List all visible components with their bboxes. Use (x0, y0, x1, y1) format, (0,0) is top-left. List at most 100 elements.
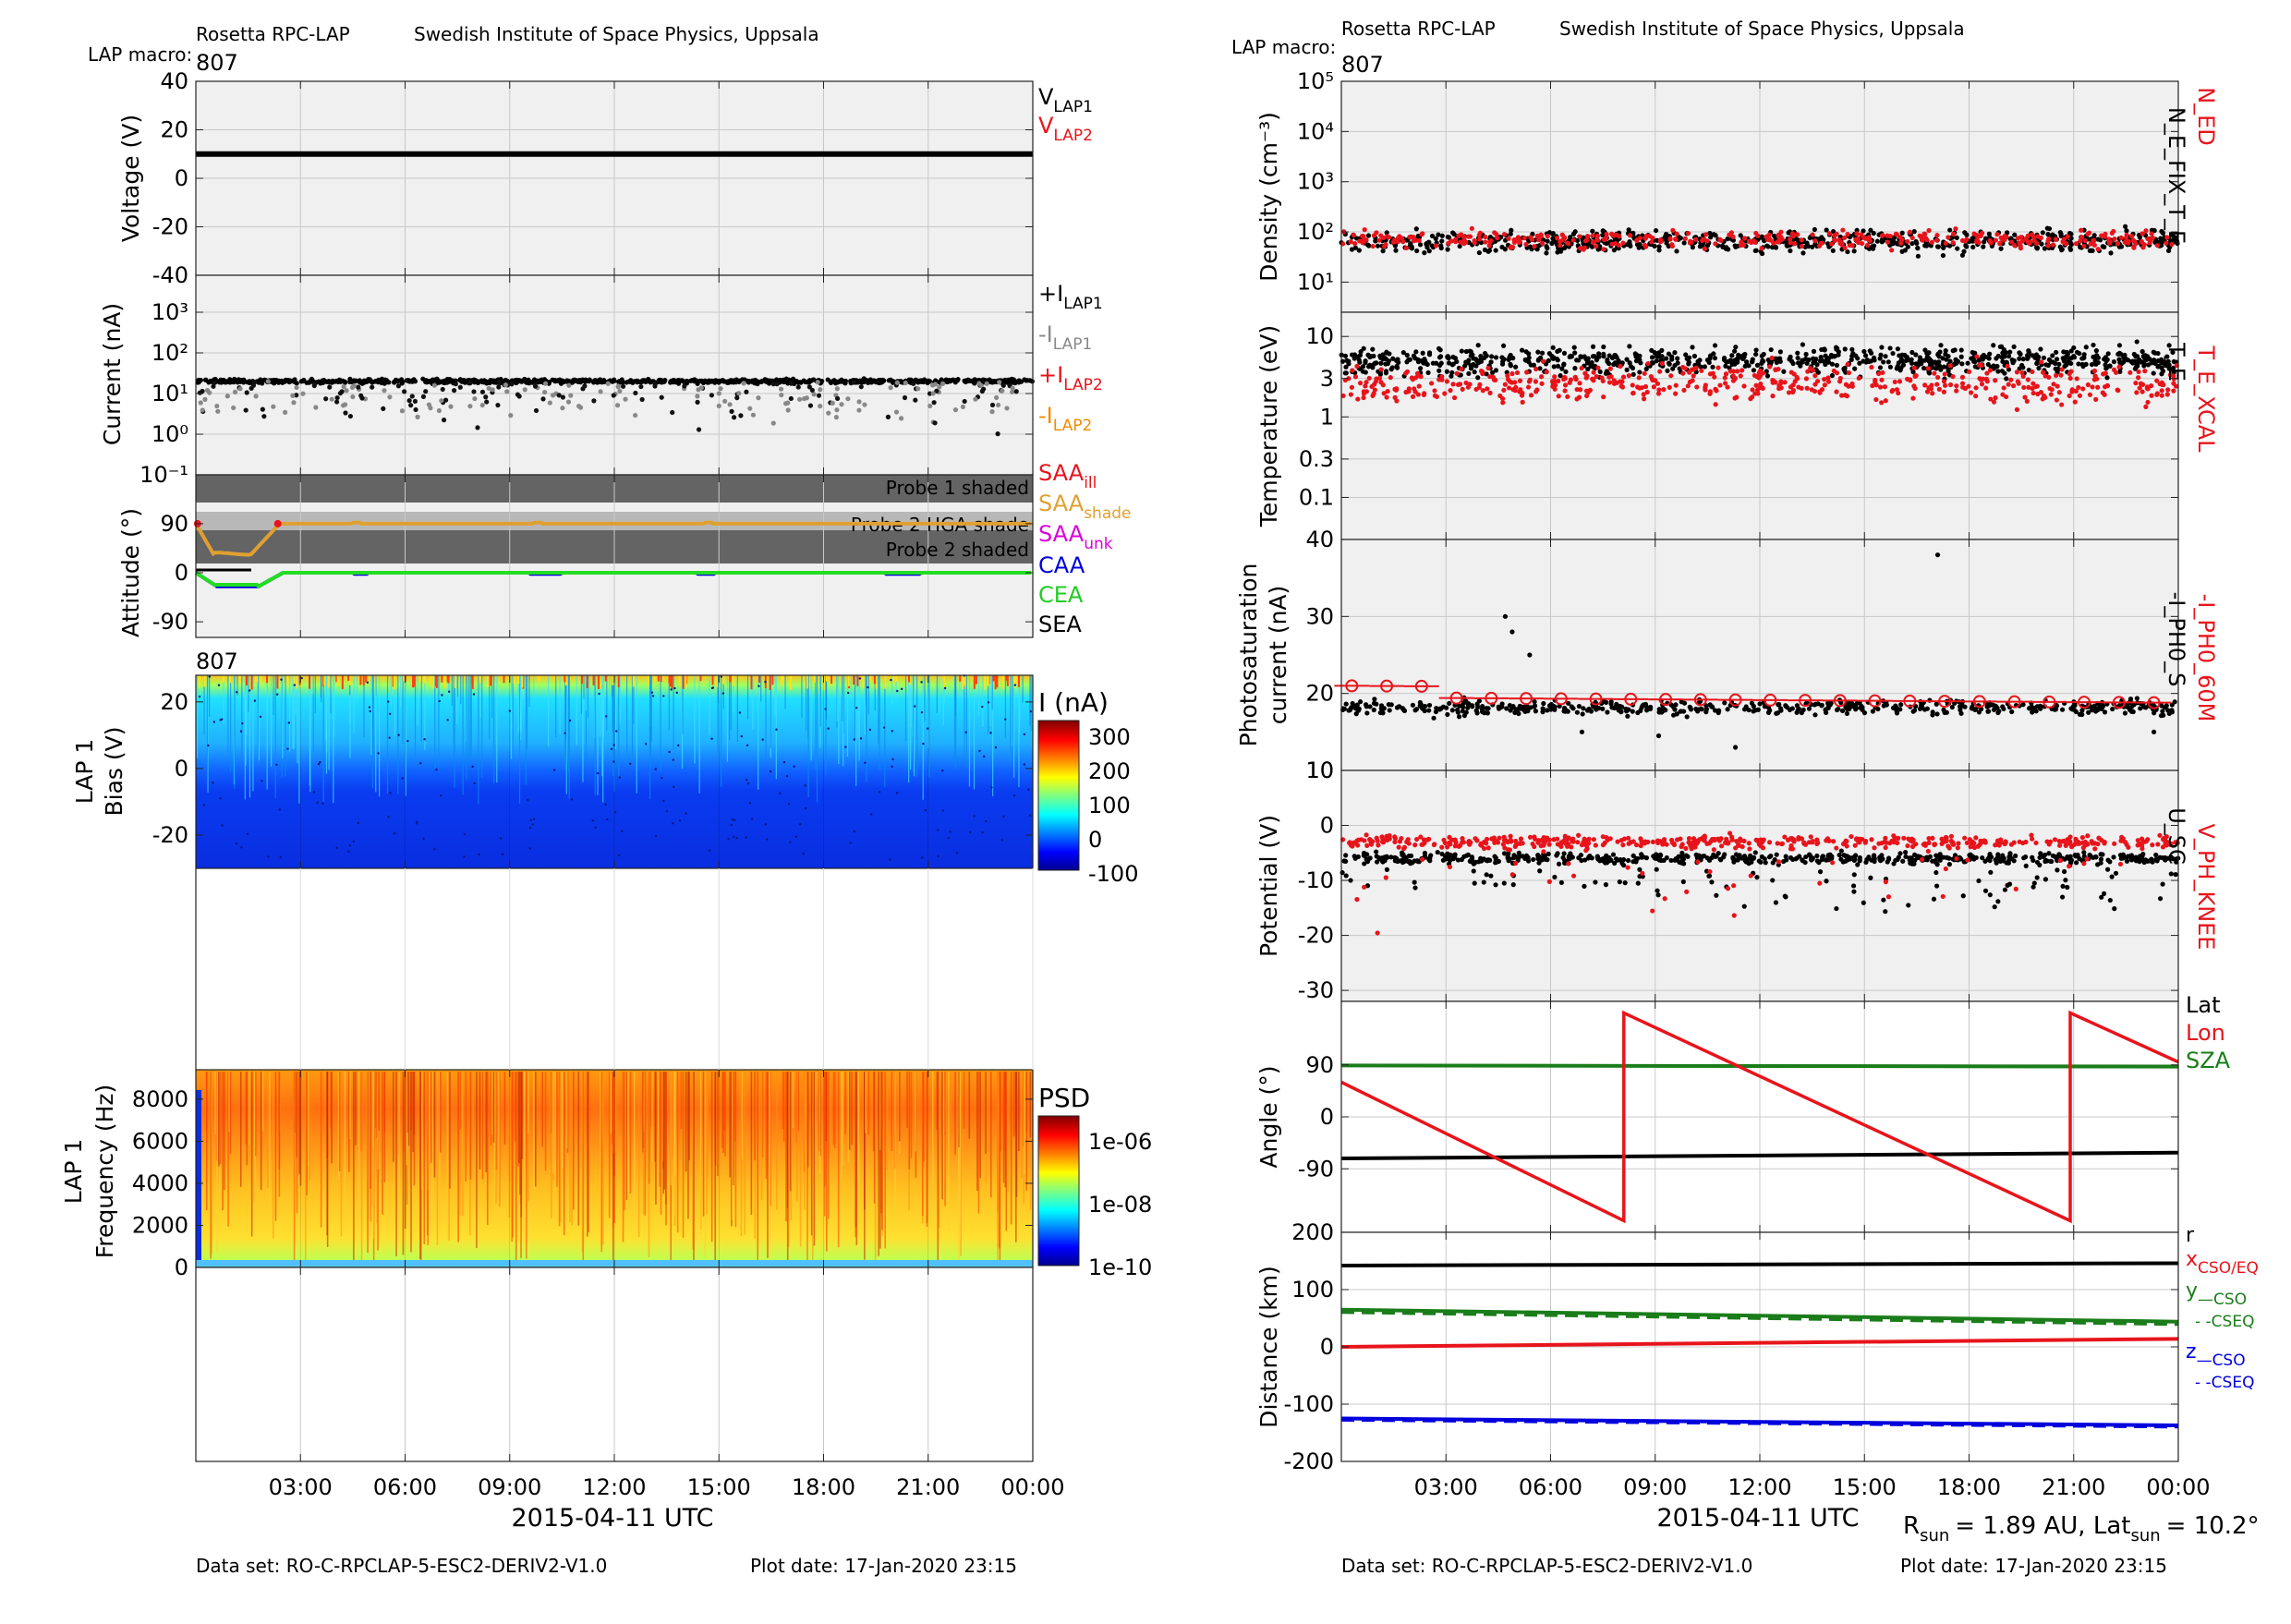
density-red-point (2046, 236, 2051, 241)
bias-speck (423, 738, 425, 740)
density-red-point (1595, 237, 1600, 242)
density-red-point (1688, 240, 1692, 245)
bias-speck (666, 810, 668, 812)
temperature-red-point (1528, 378, 1533, 382)
temperature-red-point (1912, 366, 1917, 370)
bias-speck (527, 799, 528, 801)
bias-speck (240, 846, 242, 848)
temperature-red-point (1393, 395, 1398, 400)
temperature-black-point (1384, 369, 1388, 373)
density-ylabel: Density (cm⁻³) (1255, 112, 1282, 282)
current-point (1014, 380, 1019, 384)
temperature-black-point (1421, 351, 1425, 356)
temperature-red-point (1693, 366, 1698, 370)
density-red-point (1609, 242, 1614, 247)
temperature-black-point (1421, 360, 1425, 365)
current-outlier (472, 396, 477, 401)
temperature-black-point (1434, 361, 1438, 366)
temperature-black-point (2133, 354, 2138, 358)
current-point (369, 379, 373, 383)
temperature-red-point (1723, 381, 1727, 385)
bias-top-peak (770, 675, 771, 690)
bias-speck (805, 807, 806, 809)
current-outlier (415, 415, 419, 419)
temperature-red-point (1873, 397, 1878, 402)
temperature-black-point (1887, 345, 1892, 350)
bias-top-peak (521, 675, 523, 687)
temperature-black-point (1631, 372, 1636, 377)
density-red-point (1456, 234, 1461, 238)
current-outlier (413, 399, 418, 404)
bias-speck (965, 731, 967, 733)
temperature-black-point (1561, 362, 1566, 367)
bias-top-peak (432, 675, 434, 688)
temperature-black-point (1535, 350, 1540, 355)
density-black-point (1545, 246, 1549, 250)
freq-ylabel-2: Frequency (Hz) (91, 1085, 118, 1259)
density-black-point (2098, 237, 2103, 242)
density-black-point (2108, 250, 2113, 255)
density-red-point (1865, 243, 1870, 248)
temperature-red-point (1707, 392, 1712, 396)
temperature-black-point (1994, 364, 1999, 369)
temperature-red-point (1667, 385, 1672, 390)
current-outlier (937, 384, 941, 389)
temperature-red-point (2103, 370, 2108, 375)
temperature-red-point (1551, 382, 1556, 386)
current-outlier (736, 391, 741, 395)
density-red-point (2107, 239, 2112, 244)
density-red-point (1926, 228, 1931, 233)
temperature-red-point (2127, 370, 2132, 375)
temperature-black-point (1872, 356, 1876, 360)
temperature-red-point (1694, 384, 1699, 389)
bias-top-peak (487, 675, 489, 687)
temperature-black-point (1601, 345, 1606, 349)
bias-speck (732, 818, 733, 820)
temperature-red-point (1533, 379, 1538, 383)
current-outlier (402, 389, 406, 394)
density-red-point (1523, 242, 1528, 247)
temperature-red-point (1912, 386, 1917, 391)
bias-speck (615, 730, 617, 732)
temperature-red-point (2154, 379, 2159, 383)
current-outlier (543, 382, 548, 386)
current-outlier (458, 385, 463, 390)
temperature-black-point (1753, 352, 1758, 357)
current-point (690, 378, 695, 382)
current-outlier (441, 387, 445, 392)
temperature-red-point (1890, 389, 1895, 394)
temperature-black-point (1778, 349, 1783, 354)
left-macro-value: 807 (196, 50, 238, 76)
bias-speck (802, 853, 804, 854)
current-outlier (348, 414, 353, 418)
temperature-red-point (1568, 381, 1572, 385)
attitude-panel-ytick-label: 90 (160, 511, 188, 537)
temperature-black-point (1953, 358, 1958, 362)
bias-top-peak (826, 675, 828, 682)
temperature-red-point (2021, 385, 2026, 390)
temperature-red-point (1699, 369, 1703, 373)
density-red-point (1776, 239, 1780, 244)
current-outlier (899, 416, 903, 420)
density-red-point (1377, 238, 1382, 243)
temperature-black-point (1834, 347, 1838, 352)
density-red-point (1840, 227, 1845, 232)
bias-speck (709, 850, 710, 852)
density-black-point (2088, 248, 2092, 253)
density-black-point (2034, 245, 2039, 249)
legend-vlap1-sub: LAP1 (1053, 98, 1093, 116)
temperature-black-point (1520, 348, 1524, 353)
bias-speck (711, 687, 713, 689)
temperature-red-point (1943, 371, 1947, 376)
temperature-red-point (1834, 390, 1838, 394)
density-red-point (1971, 232, 1976, 236)
current-point (726, 381, 731, 385)
temperature-red-point (2039, 359, 2043, 364)
current-outlier (997, 380, 1001, 384)
bias-speck (670, 688, 672, 690)
temperature-red-point (1645, 390, 1650, 394)
bias-top-peak (959, 675, 961, 682)
temperature-red-point (1849, 382, 1854, 386)
temperature-black-point (1672, 363, 1677, 368)
temperature-red-point (2074, 389, 2079, 394)
